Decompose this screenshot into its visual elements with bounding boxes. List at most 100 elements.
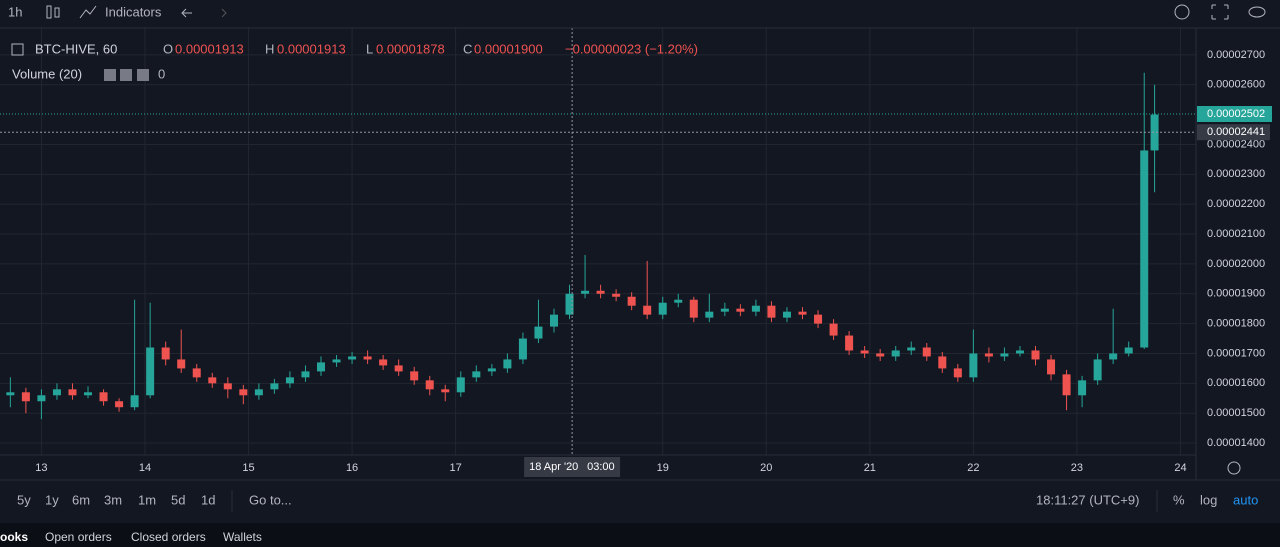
y-tick-label: 0.00002100 [1207,228,1265,240]
volume-label[interactable]: Volume (20) [12,66,82,81]
period-button[interactable]: 5y [17,492,31,507]
axis-settings[interactable] [1227,461,1241,475]
redo[interactable] [221,8,227,18]
candle-body [301,371,310,378]
candle-body [208,377,217,384]
high-value: 0.00001913 [277,41,346,56]
tabs: ooks Open orders Closed orders Wallets [0,530,262,544]
candle-body [969,353,978,378]
indicators-icon[interactable] [79,5,97,19]
candle-body [596,290,605,294]
symbol[interactable]: BTC-HIVE, 60 [35,41,117,56]
goto-button[interactable]: Go to... [249,492,292,507]
tab[interactable]: Closed orders [131,530,206,544]
candle-body [1124,347,1133,354]
candle-body [720,308,729,312]
candle-body [1000,353,1009,357]
candle-body [938,356,947,369]
x-tick-label: 15 [242,462,254,474]
candle-body [177,359,186,369]
candle-body [549,314,558,327]
last-price-label: 0.00002502 [1207,108,1265,120]
period-button[interactable]: 3m [104,492,122,507]
candle-body [441,389,450,393]
candle-body [379,359,388,366]
candle-body [860,350,869,354]
period-button[interactable]: 6m [72,492,90,507]
x-tick-label: 24 [1174,462,1186,474]
candle-body [581,290,590,294]
interval-button[interactable]: 1h [8,4,22,19]
x-tick-label: 16 [346,462,358,474]
period-button[interactable]: 1m [138,492,156,507]
candle-body [503,359,512,369]
candle-body [192,368,201,378]
candle-body [1015,350,1024,354]
candle-body [317,362,326,372]
period-button[interactable]: 5d [171,492,185,507]
periods: 5y 1y 6m 3m 1m 5d 1d [17,492,215,507]
period-button[interactable]: 1d [201,492,215,507]
y-tick-label: 0.00001700 [1207,347,1265,359]
close-value: 0.00001900 [474,41,543,56]
candle-icon[interactable] [46,5,60,19]
candle-body [565,293,574,315]
candle-body [270,383,279,390]
fullscreen-icon[interactable] [1211,4,1229,20]
tab[interactable]: Open orders [45,530,112,544]
candle-body [161,347,170,360]
crosshair-time: 03:00 [587,461,615,473]
candle-body [534,326,543,339]
crosshair-x-box [524,457,621,477]
candle-body [1150,114,1159,151]
candle-body [52,389,61,396]
candle-body [394,365,403,372]
y-tick-label: 0.00002600 [1207,79,1265,91]
last-price-box [1197,105,1272,122]
candle-body [736,308,745,312]
candle-body [6,392,15,396]
plot [0,28,1196,455]
tab[interactable]: ooks [0,530,28,544]
settings-icon[interactable] [1174,4,1190,20]
candle-body [456,377,465,393]
y-tick-label: 0.00001400 [1207,437,1265,449]
auto-button[interactable]: auto [1233,492,1258,507]
period-button[interactable]: 1y [45,492,59,507]
log-button[interactable]: log [1200,492,1217,507]
c-label: C [463,41,472,56]
collapse-icon[interactable] [11,43,24,56]
volume-buttons[interactable] [104,69,149,81]
candle-body [1031,350,1040,360]
eye-icon[interactable] [1248,6,1266,18]
y-tick-label: 0.00002300 [1207,168,1265,180]
tab[interactable]: Wallets [223,530,262,544]
candle-body [472,371,481,378]
l-label: L [366,41,373,56]
candle-body [1047,359,1056,375]
h-label: H [265,41,274,56]
indicators-button[interactable]: Indicators [105,4,162,19]
candle-body [1078,380,1087,396]
candle-body [1062,374,1071,396]
volume-value: 0 [158,66,165,81]
x-tick-label: 20 [760,462,772,474]
crosshair-y-box [1197,124,1270,141]
candle-body [658,302,667,315]
o-label: O [163,41,173,56]
candle-body [1093,359,1102,381]
candle-body [410,371,419,381]
candle-body [627,296,636,306]
candle-body [984,353,993,357]
percent-button[interactable]: % [1173,492,1185,507]
undo[interactable] [181,8,192,18]
candle-body [425,380,434,390]
candle-body [891,350,900,357]
candle-body [876,353,885,357]
candle-body [115,401,124,408]
candle-body [689,299,698,318]
y-tick-label: 0.00002400 [1207,138,1265,150]
y-tick-label: 0.00002200 [1207,198,1265,210]
